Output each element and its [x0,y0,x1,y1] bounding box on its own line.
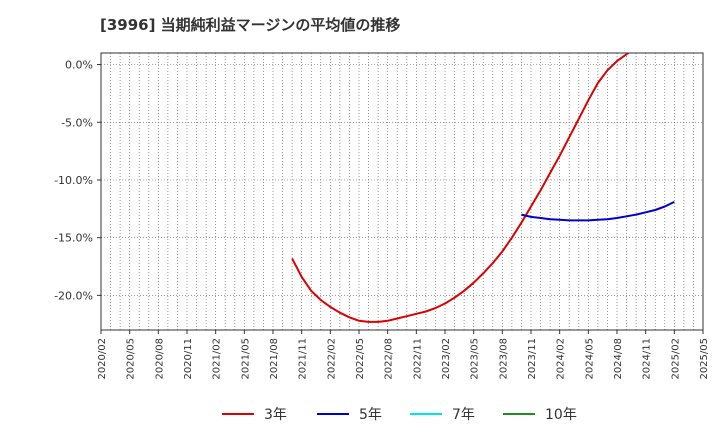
x-tick-label: 2020/08 [154,338,165,380]
x-tick-label: 2022/11 [412,338,423,380]
legend-label-3: 10年 [545,407,577,423]
plot-border [100,52,704,331]
y-tick-label: -5.0% [61,116,93,129]
x-tick-label: 2023/02 [441,338,452,380]
series-line-0 [291,53,630,323]
x-tick-label: 2020/11 [183,338,194,380]
y-tick-label: -10.0% [54,174,93,187]
y-tick-label: 0.0% [65,59,93,72]
x-tick-label: 2024/08 [613,338,624,380]
x-tick-label: 2023/08 [498,338,509,380]
x-tick-label: 2020/02 [97,338,108,380]
x-tick-label: 2022/02 [326,338,337,380]
x-tick-label: 2024/11 [642,338,653,380]
x-tick-label: 2021/05 [240,338,251,380]
y-tick-label: -15.0% [54,232,93,245]
legend-label-1: 5年 [359,407,382,423]
x-tick-label: 2024/05 [584,338,595,380]
x-axis-ticks: 2020/02 2020/05 2020/08 2020/11 2021/02 2021/… [97,330,710,380]
series-line-1 [521,200,675,222]
x-tick-label: 2023/11 [527,338,538,380]
x-tick-label: 2021/02 [212,338,223,380]
chart-title: [3996] 当期純利益マージンの平均値の推移 [100,16,401,34]
y-tick-label: -20.0% [54,289,93,302]
x-tick-label: 2025/05 [699,338,710,380]
y-axis-ticks: 0.0% -5.0% -10.0% -15.0% -20.0% [54,59,101,302]
legend-label-0: 3年 [264,407,287,423]
grid-lines [101,53,703,330]
legend-label-2: 7年 [452,407,475,423]
x-tick-label: 2022/08 [384,338,395,380]
x-tick-label: 2025/02 [670,338,681,380]
legend: 3年 5年 7年 10年 [222,407,577,423]
plot-background [101,53,703,330]
x-tick-label: 2021/08 [269,338,280,380]
x-tick-label: 2022/05 [355,338,366,380]
x-tick-label: 2023/05 [470,338,481,380]
series-lines [291,53,675,323]
x-tick-label: 2020/05 [126,338,137,380]
x-tick-label: 2021/11 [298,338,309,380]
x-tick-label: 2024/02 [556,338,567,380]
